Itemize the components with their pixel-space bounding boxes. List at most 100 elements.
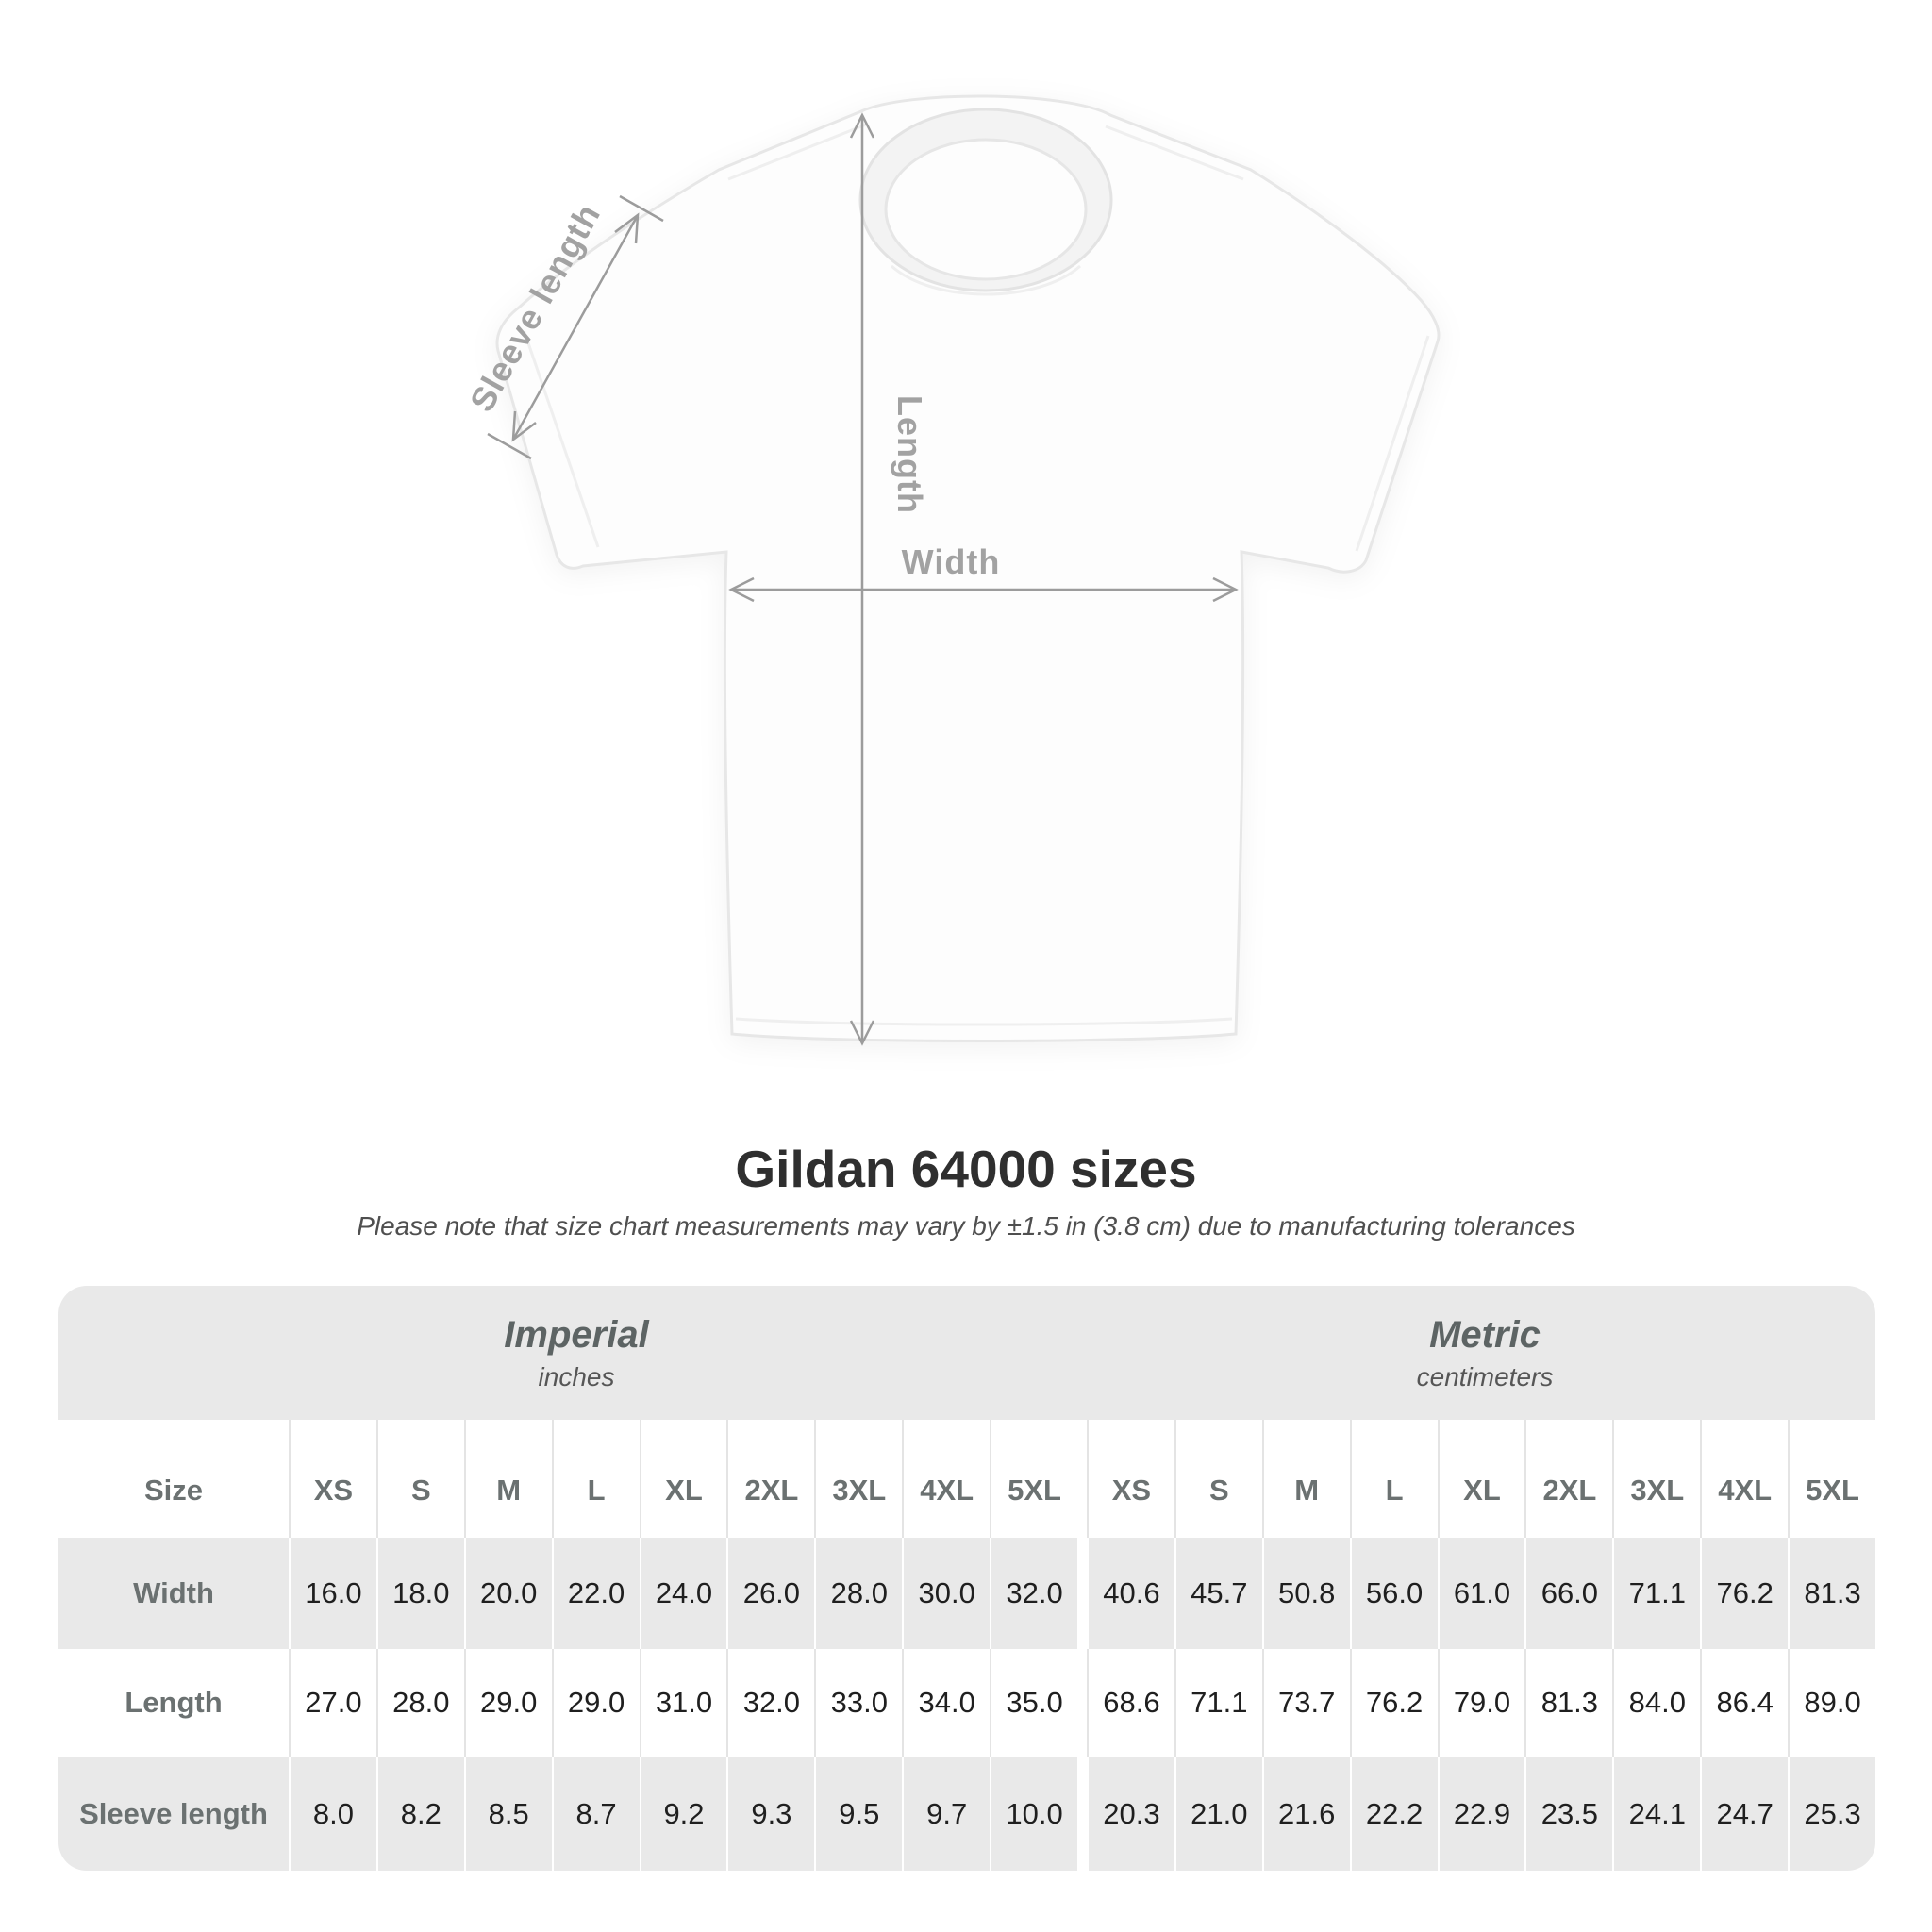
measurement-cell: 66.0: [1524, 1538, 1612, 1649]
measurement-cell: 24.1: [1612, 1757, 1700, 1871]
measurement-cell: 68.6: [1086, 1649, 1174, 1757]
size-col-header: 2XL: [726, 1420, 814, 1538]
width-measure-arrow: [728, 576, 1239, 603]
measurement-cell: 9.3: [726, 1757, 814, 1871]
measurement-cell: 8.5: [463, 1757, 552, 1871]
measurement-cell: 28.0: [814, 1538, 902, 1649]
width-row-label: Width: [133, 1576, 214, 1609]
measurement-cell: 84.0: [1612, 1649, 1700, 1757]
right-shoulder-seam: [1105, 125, 1244, 181]
measurement-cell: 81.3: [1524, 1649, 1612, 1757]
size-col-header: S: [375, 1420, 464, 1538]
group-gap: [1076, 1420, 1087, 1538]
measurement-cell: 29.0: [463, 1649, 552, 1757]
measurement-cell: 28.0: [375, 1649, 464, 1757]
measurement-cell: 56.0: [1349, 1538, 1438, 1649]
measurement-cell: 9.5: [814, 1757, 902, 1871]
size-col-header: L: [551, 1420, 640, 1538]
size-col-header: 5XL: [1788, 1420, 1875, 1538]
length-label: Length: [891, 395, 929, 514]
size-table: Imperial inches Metric centimeters Size …: [58, 1286, 1875, 1871]
measurement-cell: 26.0: [726, 1538, 814, 1649]
measurement-cell: 22.0: [551, 1538, 640, 1649]
size-col-header: XL: [1437, 1420, 1525, 1538]
unit-band: Imperial inches Metric centimeters: [58, 1286, 1875, 1420]
measurement-cell: 76.2: [1700, 1538, 1788, 1649]
size-col-header: 4XL: [902, 1420, 990, 1538]
measurement-cell: 71.1: [1612, 1538, 1700, 1649]
right-cuff-seam: [1355, 335, 1430, 552]
measurement-cell: 8.2: [375, 1757, 464, 1871]
size-row-label: Size: [143, 1473, 204, 1507]
measurement-cell: 22.9: [1437, 1757, 1525, 1871]
measurement-cell: 79.0: [1437, 1649, 1525, 1757]
measurement-cell: 40.6: [1086, 1538, 1174, 1649]
measurement-cell: 21.6: [1261, 1757, 1350, 1871]
collar-stitch-seam: [891, 264, 1081, 296]
width-row: Width 16.0 18.0 20.0 22.0 24.0 26.0 28.0 30.0 32…: [58, 1538, 1875, 1649]
sleeve-length-row: Sleeve length 8.0 8.2 8.5 8.7 9.2 9.3 9.5 9.7 10…: [58, 1757, 1875, 1871]
left-shoulder-seam: [727, 123, 867, 181]
page-title: Gildan 64000 sizes: [735, 1140, 1197, 1198]
size-col-header: S: [1174, 1420, 1262, 1538]
measurement-cell: 76.2: [1349, 1649, 1438, 1757]
page-subtitle: Please note that size chart measurements…: [357, 1211, 1575, 1241]
size-col-header: 5XL: [990, 1420, 1077, 1538]
measurement-cell: 10.0: [990, 1757, 1077, 1871]
measurement-cell: 73.7: [1261, 1649, 1350, 1757]
measurement-cell: 30.0: [902, 1538, 990, 1649]
left-cuff-seam: [523, 331, 600, 548]
measurement-cell: 33.0: [814, 1649, 902, 1757]
length-measure-arrow: [849, 112, 875, 1046]
measurement-cell: 8.0: [289, 1757, 376, 1871]
measurement-cell: 16.0: [289, 1538, 376, 1649]
imperial-unit: inches: [538, 1361, 615, 1391]
measurement-cell: 9.7: [902, 1757, 990, 1871]
measurement-cell: 31.0: [639, 1649, 727, 1757]
group-gap: [1076, 1757, 1087, 1871]
measurement-cell: 9.2: [639, 1757, 727, 1871]
measurement-cell: 21.0: [1174, 1757, 1262, 1871]
measurement-cell: 34.0: [902, 1649, 990, 1757]
length-row: Length 27.0 28.0 29.0 29.0 31.0 32.0 33.0 34.0 3…: [58, 1649, 1875, 1757]
measurement-cell: 24.7: [1700, 1757, 1788, 1871]
measurement-cell: 24.0: [639, 1538, 727, 1649]
measurement-cell: 89.0: [1788, 1649, 1875, 1757]
measurement-cell: 23.5: [1524, 1757, 1612, 1871]
metric-unit: centimeters: [1416, 1361, 1554, 1391]
length-row-label: Length: [125, 1686, 223, 1719]
tshirt-measurement-figure: Sleeve length Length Width: [462, 94, 1441, 1046]
measurement-cell: 86.4: [1700, 1649, 1788, 1757]
size-col-header: XL: [639, 1420, 727, 1538]
measurement-cell: 32.0: [990, 1538, 1077, 1649]
width-label: Width: [902, 542, 1001, 581]
measurement-cell: 45.7: [1174, 1538, 1262, 1649]
size-col-header: M: [463, 1420, 552, 1538]
measurement-cell: 22.2: [1349, 1757, 1438, 1871]
hem-seam: [735, 1017, 1233, 1026]
size-col-header: M: [1261, 1420, 1350, 1538]
size-col-header: XS: [289, 1420, 376, 1538]
size-col-header: 4XL: [1700, 1420, 1788, 1538]
measurement-cell: 18.0: [375, 1538, 464, 1649]
metric-group-header: Metric centimeters: [1094, 1286, 1875, 1420]
measurement-cell: 71.1: [1174, 1649, 1262, 1757]
measurement-cell: 27.0: [289, 1649, 376, 1757]
collar-inner: [884, 138, 1088, 281]
size-header-row: Size XS S M L XL 2XL 3XL 4XL 5XL XS S M L XL 2XL 3XL 4XL…: [58, 1420, 1875, 1538]
size-col-header: 3XL: [1612, 1420, 1700, 1538]
measurement-cell: 25.3: [1788, 1757, 1875, 1871]
imperial-title: Imperial: [504, 1313, 649, 1356]
measurement-cell: 61.0: [1437, 1538, 1525, 1649]
measurement-cell: 8.7: [551, 1757, 640, 1871]
size-col-header: L: [1349, 1420, 1438, 1538]
metric-title: Metric: [1429, 1313, 1541, 1356]
measurement-cell: 32.0: [726, 1649, 814, 1757]
size-col-header: 2XL: [1524, 1420, 1612, 1538]
measurement-cell: 29.0: [551, 1649, 640, 1757]
sleeve-measure-arrow: [487, 194, 664, 460]
measurement-cell: 50.8: [1261, 1538, 1350, 1649]
sleeve-length-row-label: Sleeve length: [79, 1796, 268, 1830]
measurement-cell: 81.3: [1788, 1538, 1875, 1649]
